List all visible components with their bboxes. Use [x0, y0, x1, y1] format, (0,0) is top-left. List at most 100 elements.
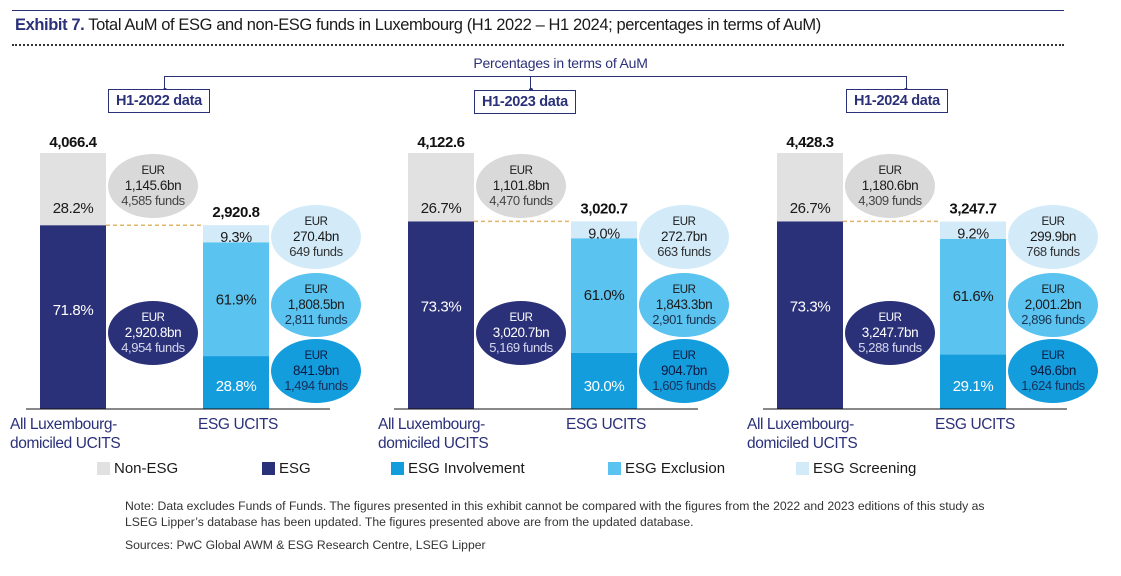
- bar-segment-esg: [777, 221, 843, 409]
- bubble-esg-screening: [1008, 205, 1098, 269]
- bubble-esg-involvement: [1008, 339, 1098, 403]
- bar-segment-esg: [408, 221, 474, 409]
- bubble-aum-value: 299.9bn: [1030, 229, 1076, 244]
- category-label-all-ucits: All Luxembourg-: [10, 416, 117, 433]
- bubble-esg-screening: [639, 205, 729, 269]
- category-label-all-ucits: domiciled UCITS: [378, 435, 488, 452]
- bubble-esg-exclusion: [271, 273, 361, 337]
- bar-total-label: 3,247.7: [949, 200, 996, 217]
- category-label-all-ucits: All Luxembourg-: [378, 416, 485, 433]
- sources-note: Sources: PwC Global AWM & ESG Research C…: [125, 538, 486, 552]
- category-label-esg-ucits: ESG UCITS: [566, 416, 646, 433]
- bar-segment-esg-exclusion: [940, 238, 1006, 355]
- pct-label-esg-involvement: 29.1%: [953, 378, 994, 395]
- legend-label: ESG Screening: [813, 460, 917, 477]
- bubble-funds-count: 2,901 funds: [652, 312, 716, 327]
- bubble-currency: EUR: [304, 284, 327, 296]
- dotted-divider: [12, 44, 1064, 46]
- bubble-currency: EUR: [878, 165, 901, 177]
- bubble-currency: EUR: [141, 165, 164, 177]
- bubble-funds-count: 4,470 funds: [489, 193, 553, 208]
- pct-label-esg-screening: 9.2%: [957, 227, 989, 243]
- bubble-aum-value: 3,020.7bn: [493, 325, 549, 340]
- bubble-currency: EUR: [141, 312, 164, 324]
- bubble-aum-value: 841.9bn: [293, 363, 339, 378]
- bubble-currency: EUR: [304, 350, 327, 362]
- bubble-aum-value: 270.4bn: [293, 229, 339, 244]
- exhibit-title: Exhibit 7. Total AuM of ESG and non-ESG …: [15, 16, 821, 35]
- pct-label-non-esg: 28.2%: [53, 200, 94, 217]
- bubble-funds-count: 5,288 funds: [858, 340, 922, 355]
- bubble-funds-count: 5,169 funds: [489, 340, 553, 355]
- bubble-currency: EUR: [672, 216, 695, 228]
- pct-label-esg-exclusion: 61.9%: [216, 291, 257, 308]
- bubble-aum-value: 904.7bn: [661, 363, 707, 378]
- bubble-aum-value: 1,101.8bn: [493, 178, 549, 193]
- pct-label-esg-exclusion: 61.6%: [953, 288, 994, 305]
- bubble-funds-count: 4,585 funds: [121, 193, 185, 208]
- legend-swatch-esg-involvement: [391, 462, 404, 475]
- legend-swatch-non-esg: [97, 462, 110, 475]
- bubble-currency: EUR: [672, 284, 695, 296]
- pct-label-esg-exclusion: 61.0%: [584, 287, 625, 304]
- bubble-aum-value: 272.7bn: [661, 229, 707, 244]
- bar-segment-non-esg: [40, 153, 106, 226]
- bar-total-label: 3,020.7: [580, 200, 627, 217]
- bubble-esg: [845, 301, 935, 365]
- bubble-aum-value: 3,247.7bn: [862, 325, 918, 340]
- bubble-currency: EUR: [509, 165, 532, 177]
- bubble-currency: EUR: [304, 216, 327, 228]
- pct-label-non-esg: 26.7%: [790, 200, 831, 217]
- bubble-aum-value: 2,920.8bn: [125, 325, 181, 340]
- legend-label: Non-ESG: [114, 460, 179, 477]
- bar-total-label: 4,122.6: [417, 134, 464, 151]
- bar-segment-esg-exclusion: [571, 238, 637, 353]
- esg-aum-chart: 4,066.4 28.2% 71.8% 2,920.8 9.3% 61.9% 28.8% Al…: [10, 134, 1098, 452]
- pct-label-esg: 71.8%: [53, 302, 94, 319]
- bubble-aum-value: 1,808.5bn: [288, 297, 344, 312]
- period-bracket: [164, 76, 907, 91]
- bubble-non-esg: [845, 154, 935, 218]
- bubble-funds-count: 4,309 funds: [858, 193, 922, 208]
- period-bracket-center-line: [530, 76, 531, 90]
- bubble-currency: EUR: [1041, 350, 1064, 362]
- bubble-funds-count: 1,624 funds: [1021, 378, 1085, 393]
- bar-total-label: 4,066.4: [49, 134, 97, 151]
- period-label-h1-2023: H1-2023 data: [474, 90, 576, 114]
- bar-segment-esg-involvement: [940, 354, 1006, 409]
- top-rule: [12, 10, 1064, 11]
- period-label-h1-2022: H1-2022 data: [108, 89, 210, 113]
- legend-label: ESG Exclusion: [625, 460, 726, 477]
- legend-swatch-esg-screening: [796, 462, 809, 475]
- legend-item-esg-screening: ESG Screening: [796, 460, 916, 477]
- bar-segment-esg-involvement: [571, 352, 637, 409]
- bubble-aum-value: 946.6bn: [1030, 363, 1076, 378]
- bubble-aum-value: 1,180.6bn: [862, 178, 918, 193]
- legend-item-esg-exclusion: ESG Exclusion: [608, 460, 725, 477]
- bar-segment-esg-screening: [571, 221, 637, 239]
- bubble-esg-involvement: [639, 339, 729, 403]
- bar-segment-esg-screening: [940, 221, 1006, 239]
- bar-segment-non-esg: [408, 153, 474, 222]
- bar-segment-esg-screening: [203, 225, 269, 243]
- bubble-aum-value: 1,843.3bn: [656, 297, 712, 312]
- pct-label-esg: 73.3%: [421, 298, 462, 315]
- footnote: Note: Data excludes Funds of Funds. The …: [125, 499, 985, 529]
- bar-segment-esg-involvement: [203, 356, 269, 409]
- pct-label-esg-screening: 9.3%: [220, 230, 252, 246]
- pct-label-esg-screening: 9.0%: [588, 226, 620, 242]
- legend-item-esg-involvement: ESG Involvement: [391, 460, 525, 477]
- bubble-funds-count: 1,494 funds: [284, 378, 348, 393]
- bubble-funds-count: 2,896 funds: [1021, 312, 1085, 327]
- bar-total-label: 2,920.8: [212, 204, 259, 221]
- bar-segment-esg: [40, 225, 106, 409]
- category-label-esg-ucits: ESG UCITS: [198, 416, 278, 433]
- pct-label-non-esg: 26.7%: [421, 200, 462, 217]
- bar-segment-non-esg: [777, 153, 843, 222]
- bubble-funds-count: 663 funds: [657, 244, 711, 259]
- category-label-esg-ucits: ESG UCITS: [935, 416, 1015, 433]
- bar-segment-esg-exclusion: [203, 242, 269, 357]
- legend-label: ESG Involvement: [408, 460, 525, 477]
- exhibit-number: Exhibit 7.: [15, 16, 85, 34]
- bubble-esg-exclusion: [639, 273, 729, 337]
